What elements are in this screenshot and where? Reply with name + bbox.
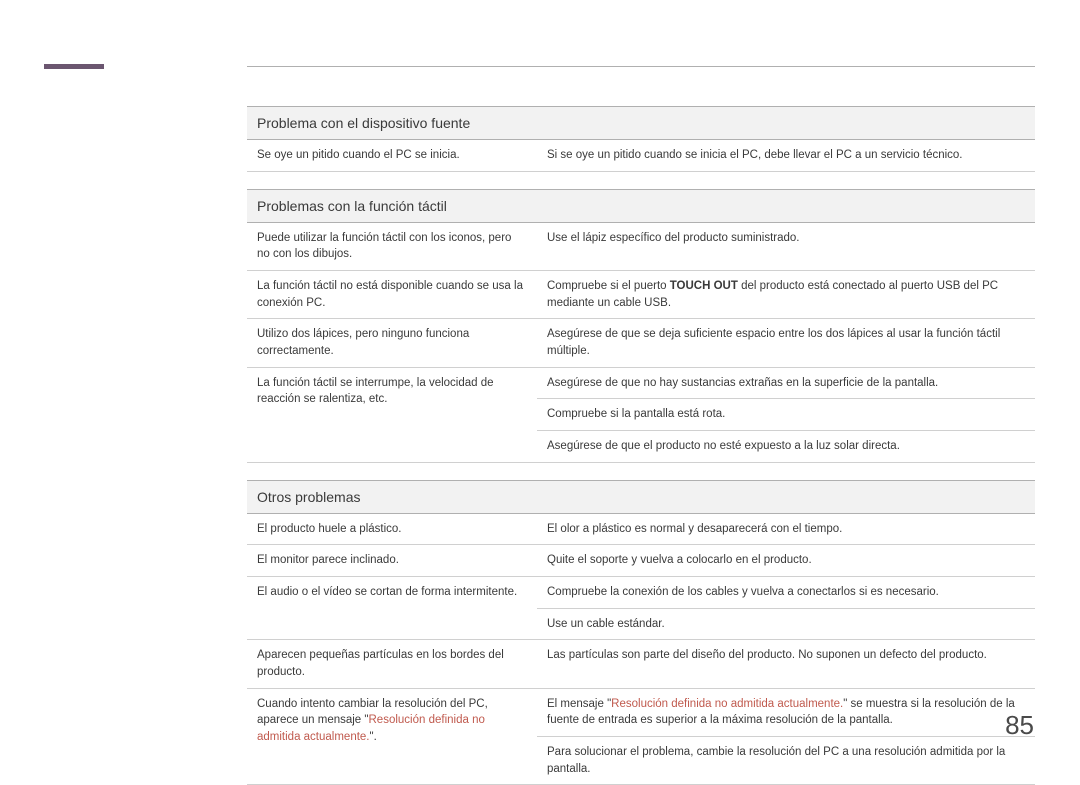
solution-cell: Las partículas son parte del diseño del … xyxy=(537,640,1035,688)
solution-cell: Compruebe la conexión de los cables y vu… xyxy=(537,577,1035,609)
troubleshooting-table: Problema con el dispositivo fuente Se oy… xyxy=(247,106,1035,785)
problem-cell: Se oye un pitido cuando el PC se inicia. xyxy=(247,140,537,172)
solution-text: El mensaje " xyxy=(547,698,611,710)
solution-cell: Use un cable estándar. xyxy=(537,608,1035,640)
section-header: Problema con el dispositivo fuente xyxy=(247,107,1035,140)
page-number: 85 xyxy=(1005,710,1034,741)
problem-cell: Cuando intento cambiar la resolución del… xyxy=(247,688,537,785)
troubleshooting-content: Problema con el dispositivo fuente Se oy… xyxy=(247,106,1035,785)
problem-cell: El producto huele a plástico. xyxy=(247,513,537,545)
solution-cell: Asegúrese de que el producto no esté exp… xyxy=(537,431,1035,463)
solution-cell: Asegúrese de que se deja suficiente espa… xyxy=(537,319,1035,367)
top-horizontal-rule xyxy=(247,66,1035,67)
solution-cell: Quite el soporte y vuelva a colocarlo en… xyxy=(537,545,1035,577)
solution-cell: Compruebe si la pantalla está rota. xyxy=(537,399,1035,431)
problem-cell: Aparecen pequeñas partículas en los bord… xyxy=(247,640,537,688)
problem-cell: Utilizo dos lápices, pero ninguno funcio… xyxy=(247,319,537,367)
problem-cell: El monitor parece inclinado. xyxy=(247,545,537,577)
solution-cell: Use el lápiz específico del producto sum… xyxy=(537,222,1035,270)
problem-cell: La función táctil no está disponible cua… xyxy=(247,271,537,319)
problem-cell: La función táctil se interrumpe, la velo… xyxy=(247,367,537,462)
solution-text: Compruebe si el puerto xyxy=(547,280,670,292)
bold-term: TOUCH OUT xyxy=(670,280,738,292)
problem-text: ". xyxy=(370,731,377,743)
solution-cell: Compruebe si el puerto TOUCH OUT del pro… xyxy=(537,271,1035,319)
solution-cell: Si se oye un pitido cuando se inicia el … xyxy=(537,140,1035,172)
solution-cell: Para solucionar el problema, cambie la r… xyxy=(537,737,1035,785)
solution-cell: Asegúrese de que no hay sustancias extra… xyxy=(537,367,1035,399)
accent-term: Resolución definida no admitida actualme… xyxy=(611,698,843,710)
solution-cell: El mensaje "Resolución definida no admit… xyxy=(537,688,1035,736)
problem-cell: El audio o el vídeo se cortan de forma i… xyxy=(247,577,537,640)
problem-cell: Puede utilizar la función táctil con los… xyxy=(247,222,537,270)
page-accent-bar xyxy=(44,64,104,69)
solution-cell: El olor a plástico es normal y desaparec… xyxy=(537,513,1035,545)
section-header: Problemas con la función táctil xyxy=(247,189,1035,222)
section-header: Otros problemas xyxy=(247,480,1035,513)
